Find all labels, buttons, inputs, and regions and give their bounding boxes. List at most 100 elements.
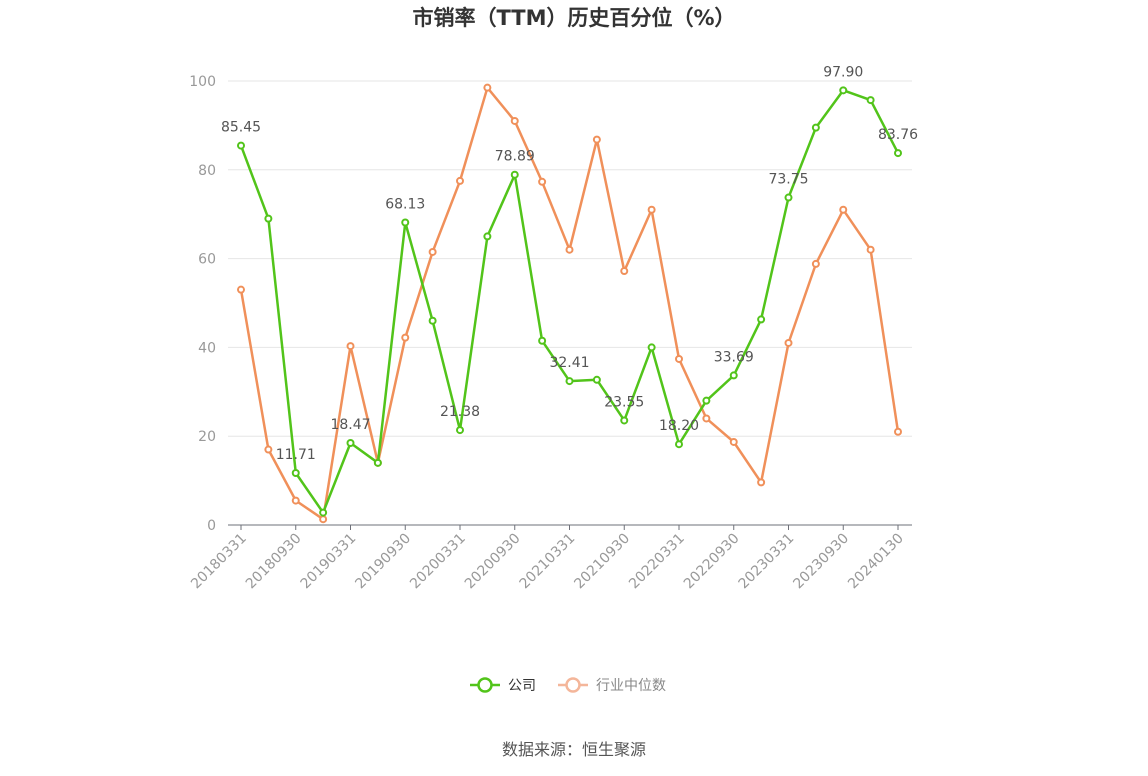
data-point[interactable] — [373, 458, 382, 467]
data-point[interactable] — [647, 205, 656, 214]
legend-marker — [477, 677, 493, 693]
data-label: 21.38 — [440, 404, 480, 420]
data-point[interactable] — [483, 83, 492, 92]
data-point[interactable] — [592, 375, 601, 384]
data-point[interactable] — [675, 440, 683, 449]
series-line — [239, 86, 900, 521]
data-label: 11.71 — [276, 447, 316, 463]
series-line — [239, 89, 900, 514]
x-tick-label: 20220331 — [626, 531, 688, 593]
data-point[interactable] — [839, 86, 848, 95]
data-point[interactable] — [757, 478, 766, 487]
data-point[interactable] — [729, 371, 738, 380]
legend-item-1[interactable]: 行业中位数 — [558, 677, 666, 694]
y-tick-label: 100 — [189, 74, 216, 90]
x-tick-label: 20230930 — [790, 531, 852, 593]
data-label: 73.75 — [768, 172, 808, 188]
data-label: 78.89 — [495, 149, 535, 165]
data-label: 85.45 — [221, 120, 261, 136]
x-tick-label: 20210331 — [517, 531, 579, 593]
x-tick-label: 20200930 — [462, 531, 524, 593]
data-point[interactable] — [839, 205, 848, 214]
data-point[interactable] — [428, 316, 437, 325]
source-note: 数据来源：恒生聚源 — [502, 740, 646, 759]
series-1 — [237, 83, 902, 524]
data-point[interactable] — [346, 438, 355, 447]
data-label: 32.41 — [549, 355, 589, 371]
x-tick-label: 20210930 — [571, 531, 633, 593]
data-point[interactable] — [237, 141, 245, 150]
y-tick-label: 40 — [198, 340, 216, 356]
x-tick-label: 20190331 — [298, 531, 360, 593]
legend: 公司 行业中位数 — [470, 677, 666, 694]
x-tick-label: 20240130 — [845, 531, 907, 593]
x-tick-label: 20180331 — [188, 531, 250, 593]
data-label: 23.55 — [604, 394, 644, 410]
y-axis-ticks: 0 20 40 60 80 100 — [189, 74, 216, 534]
data-point[interactable] — [784, 338, 793, 347]
data-point[interactable] — [346, 342, 355, 351]
data-point[interactable] — [811, 259, 820, 268]
data-point[interactable] — [784, 193, 793, 202]
data-point[interactable] — [319, 515, 328, 524]
data-point[interactable] — [866, 96, 875, 105]
data-point[interactable] — [729, 437, 738, 446]
x-tick-label: 20230331 — [736, 531, 798, 593]
data-point[interactable] — [620, 416, 629, 425]
data-point[interactable] — [702, 414, 711, 423]
data-point[interactable] — [538, 177, 547, 186]
data-point[interactable] — [894, 427, 902, 436]
chart-title: 市销率（TTM）历史百分位（%） — [412, 6, 735, 30]
x-tick-label: 20220930 — [681, 531, 743, 593]
data-label: 33.69 — [714, 349, 754, 365]
data-point[interactable] — [264, 214, 273, 223]
data-point[interactable] — [538, 336, 547, 345]
data-point[interactable] — [647, 343, 656, 352]
legend-label: 行业中位数 — [596, 678, 666, 694]
data-point[interactable] — [702, 396, 711, 405]
data-point[interactable] — [264, 445, 273, 454]
data-point[interactable] — [483, 232, 492, 241]
data-point[interactable] — [319, 508, 328, 517]
legend-marker — [565, 677, 581, 693]
data-point[interactable] — [894, 149, 902, 158]
y-tick-label: 60 — [198, 252, 216, 268]
data-label: 18.20 — [659, 418, 699, 434]
data-label: 83.76 — [878, 127, 918, 143]
grid-lines — [228, 80, 912, 437]
data-point[interactable] — [456, 176, 464, 185]
data-point[interactable] — [565, 245, 574, 254]
y-tick-label: 20 — [198, 429, 216, 445]
data-point[interactable] — [401, 218, 410, 227]
data-point[interactable] — [291, 469, 300, 478]
data-point[interactable] — [237, 285, 245, 294]
data-point[interactable] — [866, 245, 875, 254]
legend-label: 公司 — [508, 678, 536, 694]
series-layer — [237, 83, 902, 524]
data-point[interactable] — [811, 123, 820, 132]
data-point[interactable] — [428, 247, 437, 256]
data-label: 68.13 — [385, 197, 425, 213]
data-label: 97.90 — [823, 64, 863, 80]
legend-item-0[interactable]: 公司 — [470, 677, 536, 694]
data-labels: 85.45 11.71 18.47 68.13 21.38 78.89 32.41 23.55… — [221, 64, 918, 463]
data-point[interactable] — [456, 426, 464, 435]
data-point[interactable] — [401, 333, 410, 342]
data-point[interactable] — [620, 267, 629, 276]
x-tick-label: 20180930 — [243, 531, 305, 593]
data-point[interactable] — [510, 170, 519, 179]
data-point[interactable] — [510, 116, 519, 125]
data-point[interactable] — [675, 354, 683, 363]
x-axis: 2018033120180930201903312019093020200331… — [188, 524, 912, 593]
data-point[interactable] — [565, 377, 574, 386]
x-tick-label: 20200331 — [407, 531, 469, 593]
y-tick-label: 80 — [198, 163, 216, 179]
data-point[interactable] — [757, 315, 766, 324]
series-0 — [237, 86, 902, 517]
data-label: 18.47 — [330, 417, 370, 433]
x-tick-label: 20190930 — [352, 531, 414, 593]
y-tick-label: 0 — [207, 518, 216, 534]
data-point[interactable] — [592, 135, 601, 144]
data-point[interactable] — [291, 496, 300, 505]
